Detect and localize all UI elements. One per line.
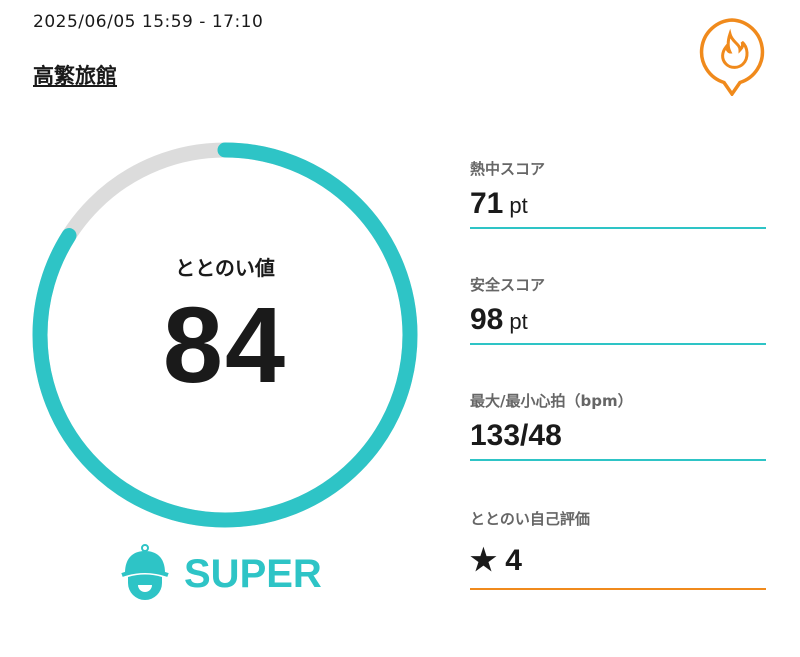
stat-self-rating[interactable]: ととのい自己評価 ★ 4	[470, 508, 766, 590]
divider	[470, 459, 766, 461]
session-datetime: 2025/06/05 15:59 - 17:10	[33, 12, 264, 32]
stat-heart-rate: 最大/最小心拍（bpm） 133/48	[470, 390, 766, 461]
flame-pin-icon[interactable]	[696, 16, 768, 96]
divider	[470, 227, 766, 229]
stat-value: ★ 4	[470, 544, 522, 577]
rank-badge: SUPER	[120, 543, 322, 605]
stat-safety-score: 安全スコア 98 pt	[470, 274, 766, 345]
stat-label: 安全スコア	[470, 276, 546, 294]
sauna-hat-face-icon	[121, 544, 169, 600]
stat-value: 71	[470, 187, 504, 220]
stat-value: 98	[470, 303, 504, 336]
stat-unit: pt	[509, 193, 528, 218]
stat-label: 熱中スコア	[470, 160, 546, 178]
stat-value: 133/48	[470, 419, 562, 452]
facility-name-link[interactable]: 高繁旅館	[33, 64, 117, 88]
divider	[470, 588, 766, 590]
stat-label: 最大/最小心拍（bpm）	[470, 392, 633, 410]
stat-label: ととのい自己評価	[470, 510, 590, 528]
divider	[470, 343, 766, 345]
totonoi-ring	[32, 142, 418, 528]
ring-value: 84	[162, 284, 288, 405]
ring-label: ととのい値	[175, 256, 275, 280]
stat-heat-score: 熱中スコア 71 pt	[470, 158, 766, 229]
stat-unit: pt	[509, 309, 528, 334]
rank-label: SUPER	[184, 551, 322, 596]
ring-progress	[32, 142, 418, 528]
